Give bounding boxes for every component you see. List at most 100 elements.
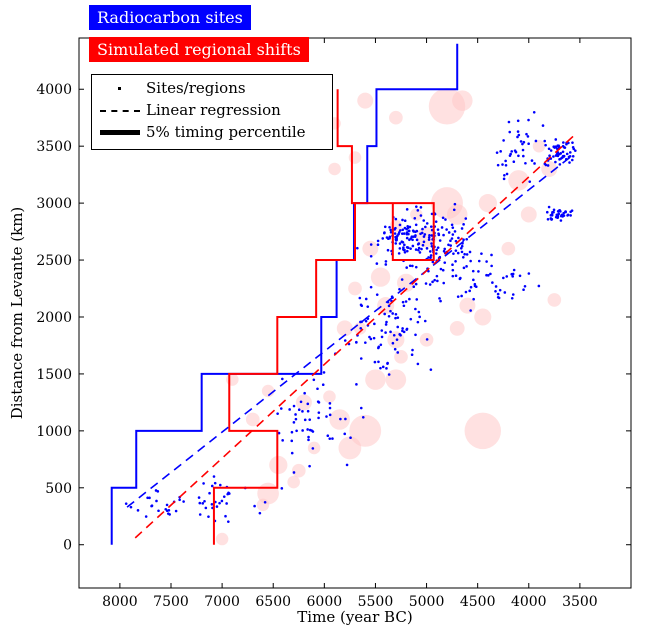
site-point (454, 239, 458, 243)
site-point (388, 225, 391, 229)
site-point (381, 365, 385, 369)
site-point (208, 491, 211, 495)
site-point (443, 261, 447, 264)
site-point (411, 264, 414, 268)
site-point (411, 348, 414, 352)
site-point (207, 515, 210, 518)
site-point (225, 502, 228, 505)
site-point (477, 259, 481, 263)
site-point (516, 119, 520, 123)
site-point (502, 139, 505, 142)
region-circle (501, 241, 516, 256)
site-point (468, 250, 472, 254)
site-point (417, 248, 420, 252)
site-point (389, 309, 392, 313)
site-point (504, 163, 508, 167)
site-point (146, 496, 149, 500)
site-point (402, 304, 406, 308)
site-point (558, 152, 561, 156)
site-point (462, 223, 465, 226)
site-point (569, 214, 572, 217)
site-point (376, 243, 380, 247)
region-circle (226, 373, 239, 386)
site-point (495, 151, 499, 154)
region-circle (362, 240, 379, 257)
x-tick-label: 5500 (358, 594, 394, 610)
site-point (524, 161, 527, 165)
site-point (417, 246, 421, 250)
y-tick-label: 1000 (36, 424, 72, 440)
site-points (124, 111, 577, 523)
site-point (463, 252, 466, 256)
site-point (534, 139, 538, 143)
site-point (290, 439, 294, 443)
site-point (416, 362, 420, 366)
region-circle (446, 204, 468, 225)
site-point (402, 248, 405, 251)
site-point (465, 253, 469, 256)
site-point (377, 346, 380, 350)
site-point (372, 336, 376, 340)
site-point (380, 329, 384, 332)
legend-dot-key (118, 87, 121, 90)
site-point (509, 152, 512, 156)
y-tick-label: 4000 (36, 82, 72, 98)
site-point (369, 243, 373, 246)
site-point (288, 408, 291, 411)
site-point (450, 237, 454, 240)
site-point (396, 351, 400, 354)
site-point (571, 154, 575, 158)
site-point (385, 320, 388, 324)
site-point (552, 208, 556, 212)
site-point (414, 307, 417, 311)
site-point (301, 429, 304, 432)
site-point (311, 447, 315, 450)
region-circle (532, 139, 546, 153)
site-point (213, 481, 217, 485)
site-point (379, 366, 382, 370)
site-point (517, 154, 520, 158)
site-point (436, 246, 440, 249)
site-point (358, 296, 362, 300)
site-point (387, 237, 390, 240)
site-point (384, 323, 388, 326)
site-point (344, 417, 347, 421)
site-point (547, 205, 551, 209)
site-point (416, 209, 420, 212)
region-circle (547, 293, 562, 307)
site-point (383, 231, 386, 234)
site-point (401, 300, 405, 304)
site-point (411, 244, 415, 248)
site-point (544, 163, 548, 167)
region-circle (394, 350, 408, 364)
site-point (387, 373, 391, 376)
site-point (544, 143, 547, 147)
axis-ticks: 8000 7500 7000 6500 6000 5500 5000 4500 4000 3500… (36, 38, 631, 610)
site-point (406, 224, 410, 228)
site-point (425, 247, 429, 250)
region-circle (397, 273, 416, 292)
y-tick-label: 0 (63, 538, 72, 554)
site-point (460, 227, 464, 230)
site-point (306, 409, 310, 413)
site-point (405, 236, 409, 240)
site-point (502, 177, 506, 181)
site-point (416, 242, 420, 246)
site-point (458, 277, 462, 281)
y-tick-label: 3500 (36, 139, 72, 155)
y-tick-label: 1500 (36, 367, 72, 383)
region-circle (336, 320, 353, 337)
site-point (496, 163, 500, 167)
site-point (510, 296, 514, 300)
site-point (511, 272, 515, 276)
site-point (508, 130, 512, 134)
site-point (551, 211, 554, 214)
site-point (457, 236, 460, 240)
region-circle (474, 308, 492, 326)
site-point (383, 225, 387, 229)
site-point (355, 341, 358, 344)
regression-line (126, 156, 571, 508)
site-point (343, 432, 347, 436)
site-point (178, 498, 181, 502)
site-point (442, 249, 446, 253)
